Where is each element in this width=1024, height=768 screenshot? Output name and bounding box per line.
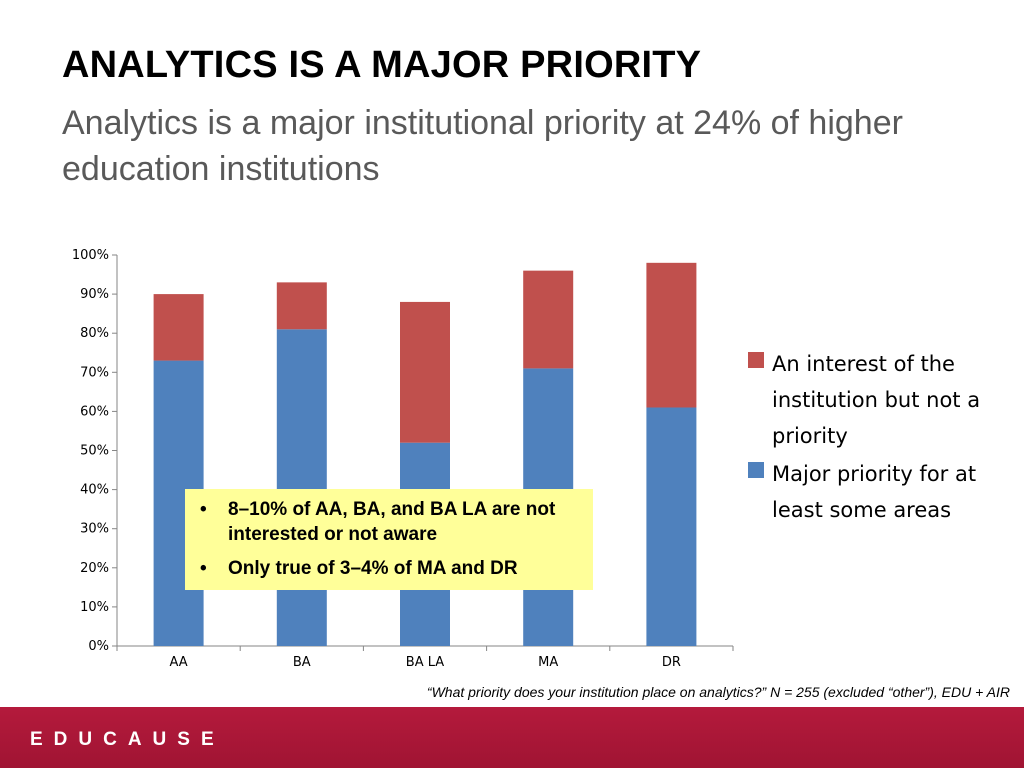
bar-major-priority (276, 329, 327, 646)
legend-item-interest: An interest of the institution but not a… (748, 346, 998, 454)
y-tick-label: 20% (80, 561, 109, 576)
x-tick-label: MA (538, 655, 558, 670)
x-tick-label: BA (293, 655, 311, 670)
callout-list: 8–10% of AA, BA, and BA LA are not inter… (195, 497, 583, 581)
callout-box: 8–10% of AA, BA, and BA LA are not inter… (185, 489, 593, 590)
y-tick-label: 40% (80, 483, 109, 498)
footer-bar: EDUCAUSE (0, 707, 1024, 768)
x-tick-label: BA LA (406, 655, 444, 670)
educause-logo: EDUCAUSE (30, 729, 225, 750)
callout-bullet: 8–10% of AA, BA, and BA LA are not inter… (195, 497, 583, 547)
chart-legend: An interest of the institution but not a… (748, 346, 998, 530)
y-tick-label: 0% (88, 639, 109, 654)
bar-interest-not-priority (276, 282, 327, 330)
y-tick-label: 90% (80, 287, 109, 302)
x-tick-label: AA (170, 655, 188, 670)
bar-interest-not-priority (646, 262, 697, 408)
legend-swatch-major (748, 462, 764, 478)
y-tick-label: 100% (72, 248, 109, 263)
slide-title: ANALYTICS IS A MAJOR PRIORITY (62, 44, 702, 86)
bar-interest-not-priority (153, 294, 204, 361)
legend-label-major: Major priority for at least some areas (772, 462, 977, 522)
y-tick-label: 80% (80, 326, 109, 341)
legend-swatch-interest (748, 352, 764, 368)
y-tick-label: 50% (80, 444, 109, 459)
y-tick-label: 30% (80, 522, 109, 537)
y-tick-label: 70% (80, 365, 109, 380)
x-tick-label: DR (662, 655, 681, 670)
bar-interest-not-priority (523, 270, 574, 369)
y-tick-label: 60% (80, 404, 109, 419)
legend-label-interest: An interest of the institution but not a… (772, 352, 981, 448)
source-note: “What priority does your institution pla… (426, 684, 1010, 700)
bar-interest-not-priority (400, 301, 450, 443)
legend-item-major: Major priority for at least some areas (748, 456, 998, 528)
slide-subtitle: Analytics is a major institutional prior… (62, 104, 903, 188)
callout-bullet: Only true of 3–4% of MA and DR (195, 556, 583, 581)
y-tick-label: 10% (80, 600, 109, 615)
bar-major-priority (646, 407, 697, 646)
